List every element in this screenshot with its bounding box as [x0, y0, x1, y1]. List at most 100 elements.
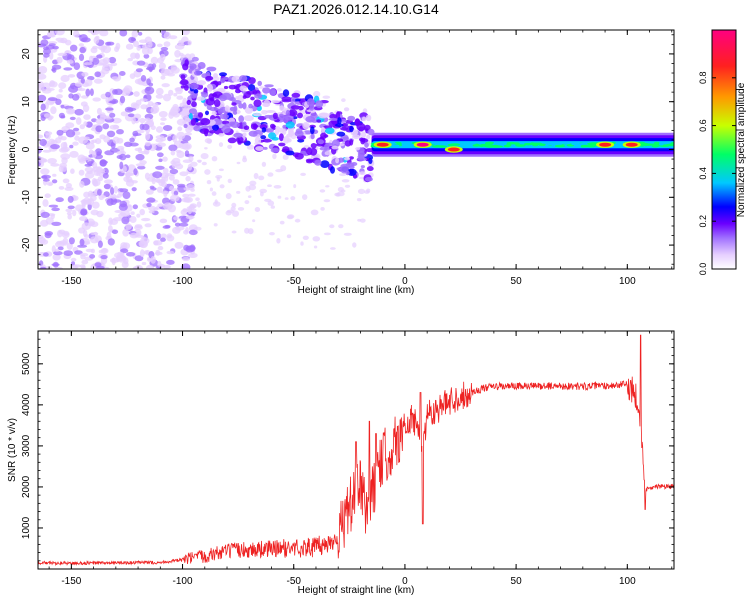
spectrogram-cell [72, 209, 77, 217]
spectrogram-cell [114, 210, 123, 213]
spectrogram-cell [164, 174, 169, 182]
spectrogram-cell [106, 231, 112, 239]
spectrogram-cell [193, 125, 202, 132]
spectrogram-cell [60, 153, 71, 160]
spectrogram-cell [360, 138, 366, 145]
spectrogram-cell [69, 144, 74, 149]
spectrogram-cell [368, 158, 373, 164]
spectrogram-cell [182, 208, 188, 213]
signal-speckle [506, 143, 512, 147]
spectrogram-cell [310, 112, 318, 120]
spectrogram-cell [77, 244, 88, 248]
spectrogram-cell [139, 98, 148, 102]
signal-speckle [554, 144, 566, 148]
spectrogram-cell [197, 62, 206, 69]
spectrogram-cell [155, 177, 161, 183]
spectrogram-cell [279, 220, 285, 225]
spectrogram-cell [157, 203, 164, 208]
spectrogram-cell [110, 62, 118, 67]
spectrogram-cell [73, 62, 81, 70]
spectrogram-cell [343, 232, 352, 236]
spectrogram-cell [80, 78, 86, 84]
y-tick-label: 0 [21, 146, 32, 152]
spectrogram-cell [50, 213, 55, 220]
spectrogram-cell [185, 175, 191, 182]
spectrogram-cell [277, 88, 282, 92]
spectrogram-cell [264, 114, 273, 119]
spectrogram-cell [58, 186, 65, 190]
spectrogram-cell [131, 187, 137, 192]
spectrogram-cell [139, 123, 145, 130]
spectrogram-cell [146, 202, 152, 208]
spectrogram-cell [40, 103, 46, 111]
spectrogram-cell [290, 105, 301, 110]
spectrogram-cell [136, 60, 146, 66]
spectrogram-cell [67, 195, 74, 203]
spectrogram-cell [218, 168, 224, 172]
spectrogram-cell [139, 249, 145, 258]
spectrogram-cell [196, 96, 206, 101]
spectrogram-cell [63, 250, 73, 256]
spectrogram-cell [250, 96, 255, 101]
spectrogram-cell [204, 147, 208, 150]
signal-speckle [580, 144, 586, 148]
spectrogram-cell [232, 110, 238, 115]
spectrogram-cell [227, 178, 232, 184]
spectrogram-cell [340, 165, 349, 174]
signal-speckle [490, 145, 503, 148]
spectrogram-cell [122, 228, 130, 237]
spectrogram-cell [306, 147, 313, 156]
spectrogram-cell [184, 117, 192, 123]
spectrogram-cell [233, 132, 243, 138]
spectrogram-cell [57, 246, 64, 251]
signal-speckle [450, 143, 461, 146]
spectrogram-cell [169, 168, 179, 175]
spectrogram-cell [188, 252, 198, 258]
snr-plot-background [38, 331, 674, 569]
spectrogram-cell [228, 84, 237, 90]
spectrogram-cell [174, 50, 181, 58]
spectrogram-cell [91, 201, 100, 209]
spectrogram-cell [66, 242, 73, 250]
spectrogram-cell [158, 111, 168, 118]
spectrogram-cell [67, 205, 75, 210]
spectrogram-cell [164, 224, 171, 229]
spectrogram-cell [360, 165, 365, 169]
spectrogram-cell [219, 113, 229, 120]
spectrogram-cell [191, 101, 197, 108]
hot-spot [625, 142, 638, 147]
colorbar-axis: 0.0 0.2 0.4 0.6 0.8 [698, 72, 736, 275]
signal-speckle [472, 144, 481, 147]
spectrogram-cell [185, 215, 195, 220]
spectrogram-cell [51, 67, 57, 73]
spectrogram-cell [271, 99, 280, 104]
spectrogram-cell [197, 80, 206, 86]
spectrogram-cell [343, 107, 350, 112]
y-tick-label: -20 [21, 237, 32, 252]
spectrogram-cell [238, 115, 245, 123]
spectrogram-cell [314, 159, 322, 166]
signal-speckle [494, 142, 503, 145]
spectrogram-cell [105, 97, 110, 103]
spectrogram-cell [170, 150, 176, 156]
spectrogram-area [38, 30, 674, 269]
spectrogram-cell [49, 51, 54, 60]
spectrogram-cell [83, 114, 91, 120]
spectrogram-cell [83, 234, 90, 238]
signal-speckle [431, 142, 439, 145]
spectrogram-x-label: Height of straight line (km) [298, 285, 415, 296]
spectrogram-cell [107, 238, 115, 246]
spectrogram-cell [49, 80, 56, 87]
spectrogram-cell [105, 107, 114, 111]
spectrogram-cell [315, 100, 324, 108]
spectrogram-cell [160, 233, 167, 239]
spectrogram-cell [81, 222, 91, 230]
spectrogram-cell [125, 43, 134, 50]
spectrogram-cell [60, 146, 70, 152]
spectrogram-cell [127, 113, 135, 118]
spectrogram-cell [104, 150, 115, 156]
spectrogram-cell [51, 263, 60, 267]
spectrogram-cell [189, 63, 197, 70]
spectrogram-cell [216, 176, 220, 182]
spectrogram-cell [364, 177, 373, 182]
